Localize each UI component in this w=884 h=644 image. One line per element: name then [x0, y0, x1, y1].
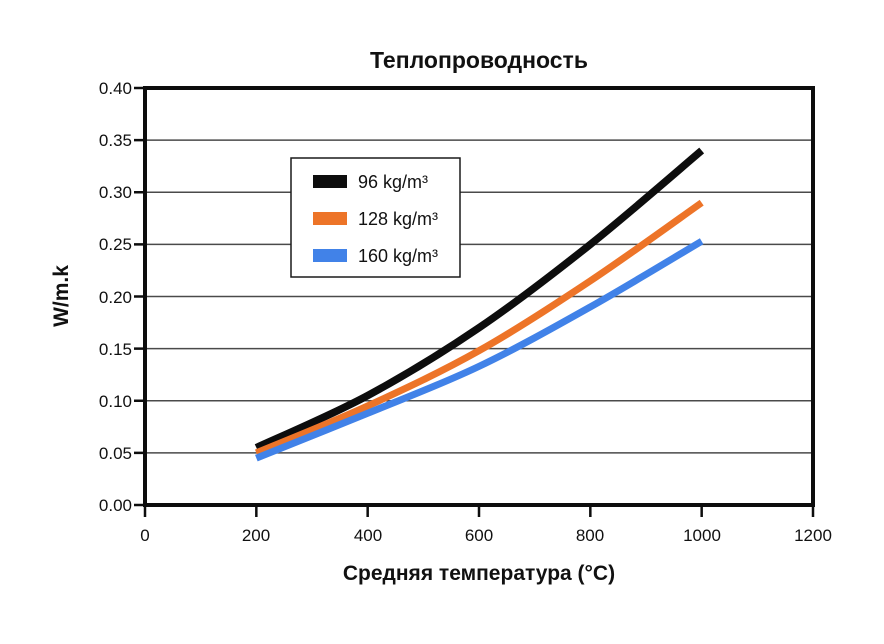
x-tick-label: 400 [354, 526, 382, 545]
x-tick-labels: 0 200 400 600 800 1000 1200 [140, 526, 832, 545]
x-tick-label: 600 [465, 526, 493, 545]
legend-item: 160 kg/m³ [313, 246, 438, 266]
legend-item: 96 kg/m³ [313, 172, 428, 192]
x-tick-label: 1200 [794, 526, 832, 545]
tick-marks [134, 86, 815, 517]
legend-label: 96 kg/m³ [358, 172, 428, 192]
x-tick-label: 1000 [683, 526, 721, 545]
y-tick-label: 0.25 [99, 235, 132, 254]
gridlines [145, 139, 813, 454]
y-tick-label: 0.10 [99, 392, 132, 411]
y-tick-label: 0.30 [99, 183, 132, 202]
y-tick-labels: 0.40 0.35 0.30 0.25 0.20 0.15 0.10 0.05 … [99, 79, 132, 515]
x-tick-label: 0 [140, 526, 149, 545]
legend-item: 128 kg/m³ [313, 209, 438, 229]
y-tick-label: 0.00 [99, 496, 132, 515]
series-line-0 [254, 147, 705, 452]
y-tick-label: 0.15 [99, 340, 132, 359]
y-axis-label: W/m.k [50, 265, 73, 327]
x-axis-label: Средняя температура (°C) [343, 562, 615, 585]
y-tick-label: 0.40 [99, 79, 132, 98]
y-tick-label: 0.20 [99, 288, 132, 307]
legend-swatch-160 [313, 249, 347, 262]
legend-label: 128 kg/m³ [358, 209, 438, 229]
series-line-1 [254, 199, 704, 457]
x-tick-label: 200 [242, 526, 270, 545]
x-tick-label: 800 [576, 526, 604, 545]
legend-label: 160 kg/m³ [358, 246, 438, 266]
chart-title: Теплопроводность [370, 47, 588, 73]
legend-swatch-96 [313, 175, 347, 188]
y-tick-label: 0.05 [99, 444, 132, 463]
y-tick-label: 0.35 [99, 131, 132, 150]
legend-swatch-128 [313, 212, 347, 225]
series-lines [254, 147, 705, 462]
series-line-2 [255, 238, 704, 462]
legend: 96 kg/m³ 128 kg/m³ 160 kg/m³ [290, 157, 461, 278]
